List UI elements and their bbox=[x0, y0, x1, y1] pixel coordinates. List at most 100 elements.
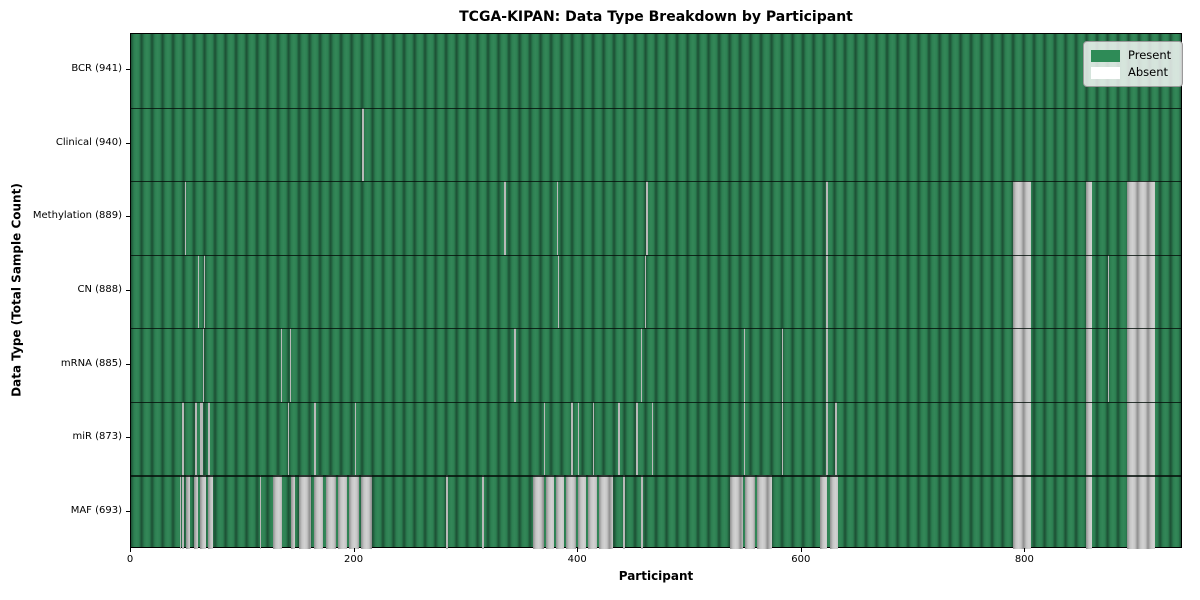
absent-block bbox=[1013, 254, 1031, 329]
absent-block bbox=[781, 401, 783, 476]
absent-block bbox=[781, 328, 783, 402]
absent-block bbox=[829, 475, 838, 549]
heatmap-row-bcr bbox=[131, 34, 1181, 108]
legend-label: Absent bbox=[1128, 65, 1169, 79]
legend-entry-absent: Absent bbox=[1091, 64, 1175, 81]
absent-block bbox=[1108, 328, 1110, 402]
absent-block bbox=[280, 328, 282, 402]
y-tick-label-mrna: mRNA (885) bbox=[60, 357, 122, 369]
absent-block bbox=[555, 475, 564, 549]
absent-block bbox=[504, 181, 506, 255]
y-tick-label-bcr: BCR (941) bbox=[71, 63, 122, 75]
y-tick-label-methylation: Methylation (889) bbox=[32, 210, 122, 222]
absent-block bbox=[1013, 401, 1031, 476]
absent-block bbox=[571, 401, 573, 476]
absent-block bbox=[289, 328, 291, 402]
absent-block bbox=[208, 401, 211, 476]
absent-block bbox=[184, 181, 186, 255]
x-tick-label: 0 bbox=[126, 554, 134, 565]
absent-block bbox=[558, 254, 560, 329]
absent-block bbox=[194, 401, 197, 476]
absent-block bbox=[1127, 475, 1156, 549]
absent-block bbox=[533, 475, 544, 549]
absent-block bbox=[578, 475, 586, 549]
row-separator bbox=[131, 181, 1181, 183]
absent-block bbox=[743, 328, 745, 402]
x-tick-label: 400 bbox=[567, 554, 587, 565]
absent-block bbox=[1127, 328, 1156, 402]
absent-block bbox=[337, 475, 347, 549]
absent-block bbox=[622, 475, 626, 549]
row-separator bbox=[131, 328, 1181, 330]
absent-block bbox=[1013, 181, 1031, 255]
absent-block bbox=[349, 475, 360, 549]
absent-block bbox=[651, 401, 654, 476]
absent-block bbox=[645, 254, 647, 329]
absent-block bbox=[182, 401, 184, 476]
absent-block bbox=[185, 475, 191, 549]
x-tick-mark bbox=[1024, 548, 1026, 552]
heatmap-row-mrna bbox=[131, 328, 1181, 402]
x-tick-mark bbox=[577, 548, 579, 552]
absent-block bbox=[1013, 328, 1031, 402]
x-tick-mark bbox=[130, 548, 131, 552]
absent-block bbox=[446, 475, 449, 549]
absent-block bbox=[1085, 328, 1093, 402]
x-tick-label: 600 bbox=[791, 554, 811, 565]
absent-block bbox=[325, 475, 336, 549]
absent-block bbox=[743, 401, 745, 476]
absent-block bbox=[618, 401, 620, 476]
absent-block bbox=[826, 401, 828, 476]
x-tick-mark bbox=[353, 548, 355, 552]
absent-block bbox=[1085, 401, 1093, 476]
absent-block bbox=[826, 181, 828, 255]
absent-block bbox=[556, 181, 559, 255]
absent-block bbox=[362, 107, 364, 182]
chart-title: TCGA-KIPAN: Data Type Breakdown by Parti… bbox=[459, 9, 853, 25]
heatmap-row-mir bbox=[131, 401, 1181, 476]
absent-block bbox=[599, 475, 613, 549]
absent-block bbox=[1085, 475, 1093, 549]
absent-block bbox=[819, 475, 828, 549]
x-tick-mark bbox=[800, 548, 802, 552]
absent-block bbox=[272, 475, 282, 549]
absent-block bbox=[290, 475, 296, 549]
x-axis-label: Participant bbox=[618, 569, 694, 583]
absent-block bbox=[1127, 254, 1156, 329]
absent-block bbox=[200, 401, 203, 476]
absent-block bbox=[565, 475, 576, 549]
absent-block bbox=[180, 475, 182, 549]
absent-block bbox=[208, 475, 213, 549]
row-separator bbox=[131, 475, 1181, 477]
legend-label: Present bbox=[1128, 48, 1172, 62]
absent-block bbox=[757, 475, 772, 549]
absent-block bbox=[545, 475, 554, 549]
absent-block bbox=[1127, 401, 1156, 476]
absent-block bbox=[588, 475, 598, 549]
absent-block bbox=[744, 475, 755, 549]
absent-block bbox=[543, 401, 545, 476]
absent-block bbox=[200, 475, 206, 549]
y-tick-mark bbox=[126, 142, 130, 144]
absent-block bbox=[1085, 181, 1093, 255]
absent-block bbox=[259, 475, 261, 549]
row-separator bbox=[131, 401, 1181, 404]
absent-block bbox=[354, 401, 356, 476]
row-separator bbox=[131, 107, 1181, 109]
absent-block bbox=[646, 181, 648, 255]
x-tick-label: 800 bbox=[1014, 554, 1034, 565]
y-tick-mark bbox=[126, 363, 130, 365]
absent-block bbox=[835, 401, 837, 476]
heatmap-row-maf bbox=[131, 475, 1181, 549]
legend-entry-present: Present bbox=[1091, 47, 1175, 64]
heatmap-row-methylation bbox=[131, 181, 1181, 255]
x-tick-label: 200 bbox=[344, 554, 364, 565]
y-tick-label-cn: CN (888) bbox=[77, 284, 122, 295]
y-tick-mark bbox=[126, 437, 130, 439]
absent-block bbox=[198, 254, 200, 329]
plot-area bbox=[130, 33, 1182, 549]
absent-block bbox=[640, 328, 642, 402]
heatmap-row-clinical bbox=[131, 107, 1181, 182]
y-tick-mark bbox=[126, 216, 130, 218]
